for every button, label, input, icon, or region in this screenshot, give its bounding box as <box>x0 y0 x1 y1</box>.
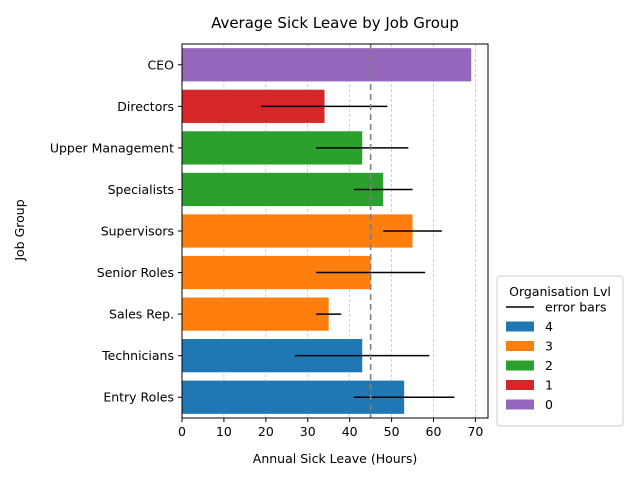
y-tick-label: CEO <box>148 57 175 72</box>
x-tick-label: 30 <box>300 424 316 439</box>
legend-label: 2 <box>545 358 553 373</box>
y-tick-label: Technicians <box>101 348 174 363</box>
chart-title: Average Sick Leave by Job Group <box>211 14 459 32</box>
legend-label: 0 <box>545 397 553 412</box>
bar-specialists <box>182 172 384 207</box>
legend-label: 1 <box>545 378 553 393</box>
y-tick-label: Sales Rep. <box>109 307 174 322</box>
legend-swatch-level-4 <box>506 321 534 332</box>
error-bars <box>261 105 455 398</box>
x-tick-label: 50 <box>384 424 400 439</box>
y-tick-label: Senior Roles <box>97 265 174 280</box>
y-tick-label: Supervisors <box>101 224 174 239</box>
y-tick-label: Directors <box>117 99 174 114</box>
x-tick-label: 70 <box>467 424 483 439</box>
x-tick-label: 10 <box>216 424 232 439</box>
legend-title: Organisation Lvl <box>509 284 611 299</box>
legend-swatch-level-2 <box>506 360 534 371</box>
legend-swatch-level-1 <box>506 380 534 390</box>
x-tick-label: 40 <box>342 424 358 439</box>
legend: Organisation Lvl error bars 4 3 2 1 0 <box>496 275 624 427</box>
x-tick-label: 60 <box>426 424 442 439</box>
x-axis-label: Annual Sick Leave (Hours) <box>253 451 417 466</box>
legend-label: error bars <box>545 300 606 315</box>
y-axis-ticks: Entry Roles Technicians Sales Rep. Senior R… <box>50 57 182 405</box>
x-tick-label: 20 <box>258 424 274 439</box>
legend-swatch-level-0 <box>506 399 534 410</box>
y-tick-label: Entry Roles <box>103 390 174 405</box>
legend-entries: error bars 4 3 2 1 0 <box>506 300 606 412</box>
legend-label: 4 <box>545 319 553 334</box>
x-axis-ticks: 0 10 20 30 40 50 60 70 <box>178 418 483 439</box>
y-tick-label: Upper Management <box>50 140 174 155</box>
bar-supervisors <box>182 214 413 248</box>
y-axis-label: Job Group <box>12 199 27 261</box>
legend-swatch-level-3 <box>506 341 534 351</box>
bar-sales-rep <box>182 297 329 331</box>
x-tick-label: 0 <box>178 424 186 439</box>
bar-ceo <box>182 48 472 82</box>
legend-label: 3 <box>545 339 553 354</box>
y-tick-label: Specialists <box>108 182 174 197</box>
